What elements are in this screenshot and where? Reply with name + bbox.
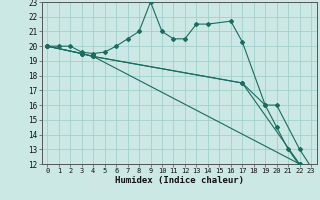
X-axis label: Humidex (Indice chaleur): Humidex (Indice chaleur) [115,176,244,185]
